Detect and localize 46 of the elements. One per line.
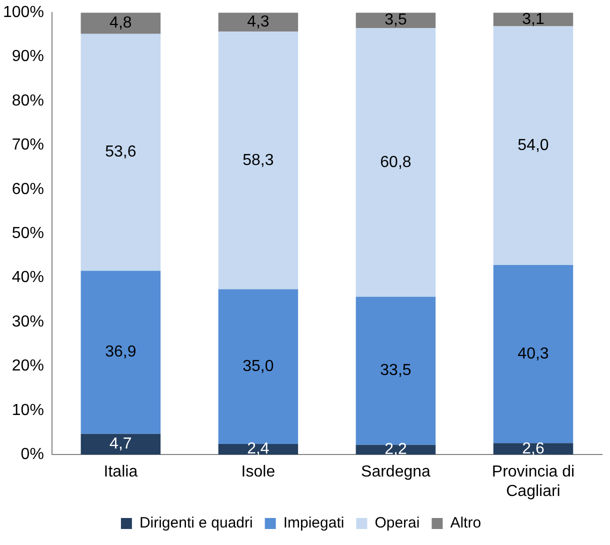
legend-label: Impiegati [283, 514, 344, 532]
legend-label: Operai [374, 514, 420, 532]
bar [218, 32, 298, 290]
legend-label: Dirigenti e quadri [139, 514, 253, 532]
data-label: 4,7 [110, 436, 132, 453]
bar [80, 434, 161, 455]
x-tick-label: Italia [104, 464, 138, 481]
bar [356, 28, 436, 297]
data-label: 3,5 [384, 12, 407, 29]
x-tick-label: Isole [241, 464, 276, 481]
data-label: 2,6 [522, 440, 544, 458]
y-tick-label: 100% [3, 4, 44, 22]
data-label: 4,8 [110, 14, 132, 32]
bar [493, 12, 574, 26]
y-tick-label: 50% [12, 225, 44, 242]
bar [80, 12, 161, 34]
data-label: 33,5 [380, 362, 412, 380]
y-tick-label: 40% [12, 269, 44, 286]
bar [80, 34, 161, 271]
data-label: 58,3 [242, 152, 274, 169]
y-tick-label: 80% [12, 92, 44, 110]
legend-label: Altro [450, 514, 482, 532]
bar [493, 26, 574, 265]
x-tick-label: Sardegna [361, 464, 431, 481]
y-tick-label: 60% [12, 180, 44, 198]
data-label: 3,1 [522, 10, 544, 28]
y-tick-label: 70% [12, 136, 44, 154]
data-label: 53,6 [105, 144, 136, 161]
bar [218, 12, 298, 32]
data-label: 2,2 [384, 441, 407, 458]
x-tick-label: Provincia di Cagliari [492, 464, 575, 500]
data-label: 4,3 [247, 14, 270, 31]
data-label: 36,9 [105, 344, 136, 361]
y-tick-label: 90% [12, 48, 44, 66]
data-label: 54,0 [518, 137, 549, 154]
bar [218, 289, 298, 444]
data-label: 40,3 [518, 345, 549, 362]
y-tick-label: 30% [12, 313, 44, 330]
data-label: 35,0 [242, 358, 274, 376]
y-tick-label: 0% [20, 446, 44, 464]
bar [80, 270, 161, 434]
data-label: 2,4 [247, 440, 270, 458]
y-tick-label: 10% [12, 402, 44, 419]
y-tick-label: 20% [12, 358, 44, 375]
bar [493, 264, 574, 444]
data-label: 60,8 [380, 154, 412, 171]
